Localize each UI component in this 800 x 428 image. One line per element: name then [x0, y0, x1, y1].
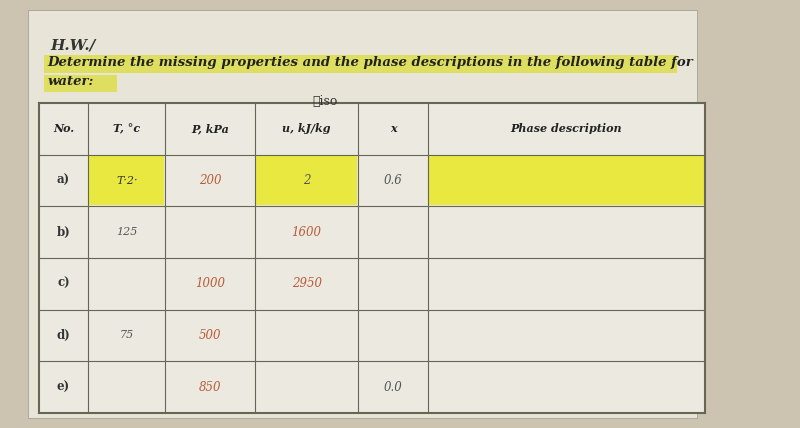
- Text: 500: 500: [198, 329, 222, 342]
- Text: Determine the missing properties and the phase descriptions in the following tab: Determine the missing properties and the…: [48, 56, 694, 69]
- Text: 850: 850: [198, 380, 222, 394]
- Text: e): e): [57, 380, 70, 394]
- Bar: [429, 156, 704, 205]
- Text: 0.6: 0.6: [384, 174, 402, 187]
- Text: جiso: جiso: [312, 95, 338, 108]
- Text: 1600: 1600: [292, 226, 322, 239]
- Text: 200: 200: [198, 174, 222, 187]
- Text: c): c): [57, 277, 70, 290]
- Text: 0.0: 0.0: [384, 380, 402, 394]
- Text: water:: water:: [48, 75, 94, 88]
- Text: 1000: 1000: [195, 277, 225, 290]
- Text: 2950: 2950: [292, 277, 322, 290]
- Text: P, kPa: P, kPa: [191, 123, 229, 134]
- Text: Phase description: Phase description: [510, 123, 622, 134]
- Text: 75: 75: [120, 330, 134, 341]
- Text: b): b): [57, 226, 70, 239]
- Text: H.W./: H.W./: [50, 38, 96, 52]
- Text: T·2·: T·2·: [116, 175, 138, 185]
- Text: 2: 2: [303, 174, 310, 187]
- Text: T, °c: T, °c: [114, 123, 140, 134]
- Text: a): a): [57, 174, 70, 187]
- Text: No.: No.: [53, 123, 74, 134]
- Bar: [44, 75, 118, 92]
- Bar: [256, 156, 358, 205]
- Text: u, kJ/kg: u, kJ/kg: [282, 123, 331, 134]
- Text: x: x: [390, 123, 397, 134]
- Text: 125: 125: [116, 227, 138, 237]
- Bar: [38, 103, 705, 413]
- Text: d): d): [57, 329, 70, 342]
- Bar: [90, 156, 164, 205]
- Bar: [44, 55, 677, 73]
